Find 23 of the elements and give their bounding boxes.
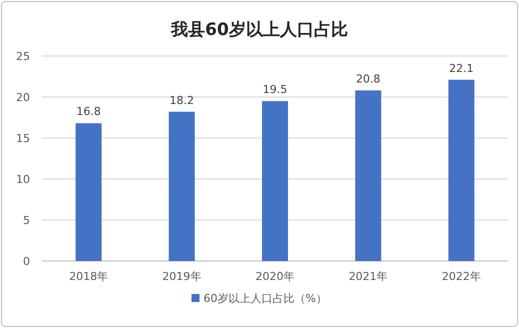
y-tick-label: 20 <box>16 91 30 104</box>
data-label: 16.8 <box>76 105 101 118</box>
y-tick-label: 15 <box>16 132 30 145</box>
bar <box>76 123 102 261</box>
x-tick-label: 2020年 <box>256 270 294 283</box>
bar <box>262 101 288 261</box>
y-tick-label: 5 <box>23 214 30 227</box>
y-tick-label: 25 <box>16 50 30 63</box>
bar <box>355 90 382 261</box>
data-label: 22.1 <box>449 62 474 75</box>
bar <box>168 112 195 261</box>
bar <box>448 80 474 261</box>
x-tick-label: 2021年 <box>348 270 388 283</box>
x-tick-label: 2019年 <box>162 270 202 283</box>
data-label: 19.5 <box>262 83 288 96</box>
x-tick-label: 2022年 <box>442 270 481 283</box>
data-label: 20.8 <box>356 72 380 86</box>
y-tick-label: 0 <box>23 255 30 268</box>
chart-title: 我县60岁以上人口占比 <box>170 20 348 40</box>
x-tick-label: 2018年 <box>69 270 108 283</box>
legend-label: 60岁以上人口占比（%） <box>204 292 327 305</box>
y-tick-label: 10 <box>16 173 30 186</box>
data-label: 18.2 <box>170 94 194 107</box>
